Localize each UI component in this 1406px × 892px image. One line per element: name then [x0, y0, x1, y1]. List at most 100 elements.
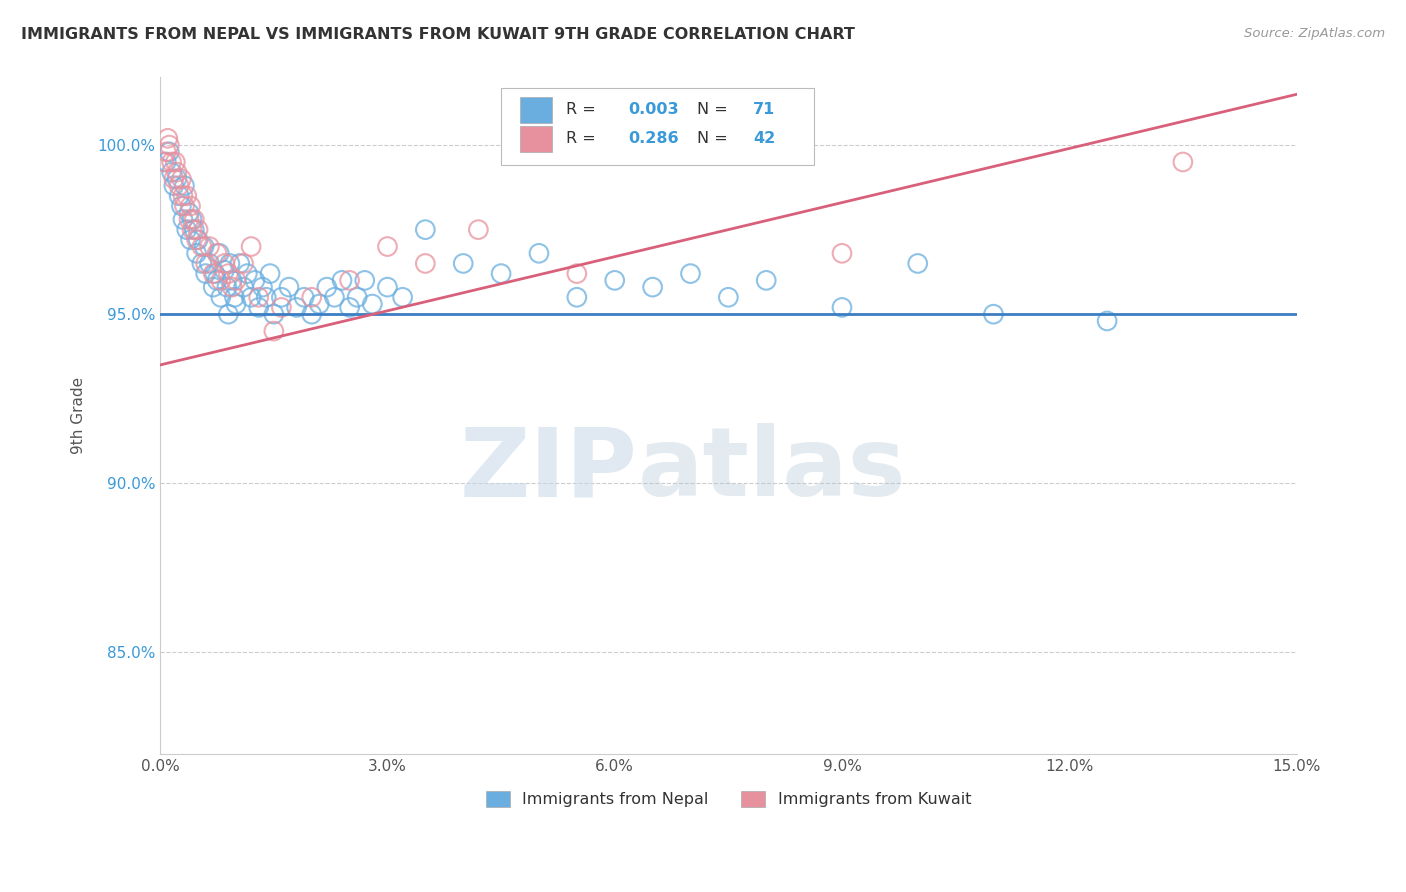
- Point: [1095, 314, 1118, 328]
- Point: [180, 233, 202, 247]
- Point: [229, 256, 252, 270]
- Point: [163, 172, 186, 186]
- Point: [285, 301, 308, 315]
- Point: [205, 273, 228, 287]
- Point: [173, 178, 195, 193]
- Point: [187, 233, 209, 247]
- Point: [259, 267, 281, 281]
- Point: [202, 267, 225, 281]
- Point: [160, 165, 183, 179]
- Point: [315, 280, 337, 294]
- Point: [180, 199, 202, 213]
- Text: 42: 42: [754, 131, 776, 146]
- Point: [165, 155, 187, 169]
- Point: [205, 246, 228, 260]
- Point: [225, 273, 247, 287]
- Point: [232, 280, 254, 294]
- Point: [415, 222, 437, 236]
- Point: [270, 301, 292, 315]
- Point: [214, 263, 236, 277]
- Point: [209, 290, 232, 304]
- Point: [247, 290, 270, 304]
- Point: [193, 239, 215, 253]
- Point: [225, 297, 247, 311]
- Point: [236, 267, 259, 281]
- Point: [907, 256, 929, 270]
- Point: [183, 222, 205, 236]
- Point: [451, 256, 474, 270]
- Point: [191, 256, 214, 270]
- FancyBboxPatch shape: [520, 126, 553, 152]
- Text: N =: N =: [696, 131, 733, 146]
- Point: [208, 246, 231, 260]
- Point: [831, 246, 853, 260]
- Point: [361, 297, 384, 311]
- Point: [170, 199, 193, 213]
- Point: [198, 256, 221, 270]
- Point: [176, 189, 198, 203]
- Point: [156, 131, 179, 145]
- Point: [163, 178, 186, 193]
- Point: [263, 307, 285, 321]
- Point: [983, 307, 1005, 321]
- Point: [1171, 155, 1194, 169]
- Point: [194, 267, 217, 281]
- Point: [215, 280, 238, 294]
- Legend: Immigrants from Nepal, Immigrants from Kuwait: Immigrants from Nepal, Immigrants from K…: [479, 784, 977, 814]
- Text: IMMIGRANTS FROM NEPAL VS IMMIGRANTS FROM KUWAIT 9TH GRADE CORRELATION CHART: IMMIGRANTS FROM NEPAL VS IMMIGRANTS FROM…: [21, 27, 855, 42]
- Point: [157, 138, 180, 153]
- Point: [377, 280, 399, 294]
- Point: [224, 290, 246, 304]
- FancyBboxPatch shape: [520, 97, 553, 123]
- Point: [247, 301, 270, 315]
- Point: [415, 256, 437, 270]
- Point: [194, 256, 217, 270]
- Point: [186, 246, 208, 260]
- Point: [183, 212, 205, 227]
- Point: [160, 155, 183, 169]
- Point: [202, 280, 225, 294]
- Point: [679, 267, 702, 281]
- Point: [176, 222, 198, 236]
- Text: Source: ZipAtlas.com: Source: ZipAtlas.com: [1244, 27, 1385, 40]
- Point: [181, 212, 204, 227]
- Point: [565, 267, 588, 281]
- Point: [278, 280, 301, 294]
- Text: 71: 71: [754, 103, 776, 118]
- Text: ZIP: ZIP: [460, 424, 637, 516]
- Point: [157, 145, 180, 159]
- Point: [167, 178, 190, 193]
- Point: [217, 307, 239, 321]
- Point: [240, 290, 263, 304]
- Point: [467, 222, 489, 236]
- Point: [209, 273, 232, 287]
- Point: [177, 205, 200, 219]
- Point: [181, 222, 204, 236]
- Point: [172, 189, 194, 203]
- Point: [219, 256, 242, 270]
- Point: [755, 273, 778, 287]
- Text: 0.286: 0.286: [628, 131, 679, 146]
- Point: [489, 267, 512, 281]
- Point: [173, 199, 195, 213]
- Point: [353, 273, 375, 287]
- Point: [191, 239, 214, 253]
- Point: [831, 301, 853, 315]
- Point: [186, 233, 208, 247]
- Point: [166, 172, 188, 186]
- Point: [308, 297, 330, 311]
- Point: [270, 290, 292, 304]
- Point: [221, 280, 243, 294]
- Point: [323, 290, 346, 304]
- Point: [232, 256, 254, 270]
- Point: [527, 246, 550, 260]
- Text: N =: N =: [696, 103, 733, 118]
- Point: [252, 280, 274, 294]
- Point: [565, 290, 588, 304]
- Point: [346, 290, 368, 304]
- Point: [153, 155, 176, 169]
- Point: [339, 273, 361, 287]
- FancyBboxPatch shape: [501, 87, 814, 165]
- Point: [204, 267, 226, 281]
- Point: [170, 172, 193, 186]
